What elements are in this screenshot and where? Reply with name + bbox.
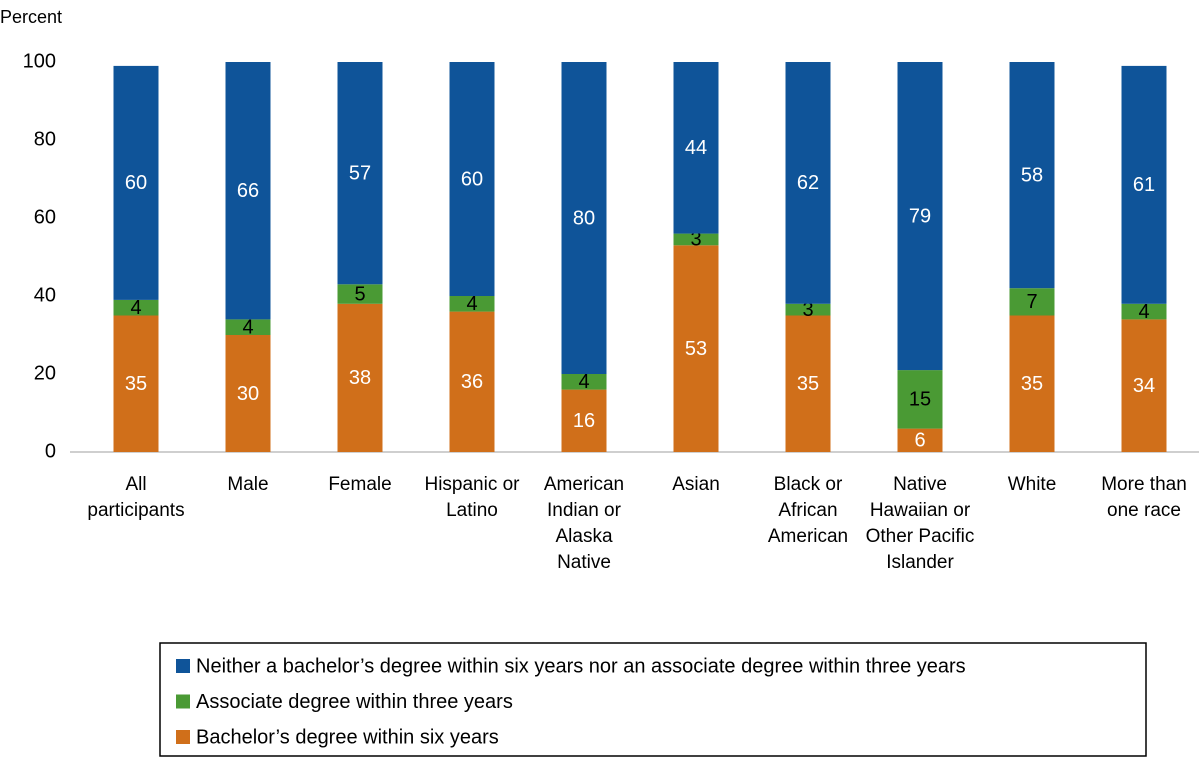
- legend-label: Neither a bachelor’s degree within six y…: [196, 655, 966, 677]
- data-label: 3: [802, 299, 813, 321]
- y-tick-label: 100: [23, 50, 56, 72]
- x-tick-label: Female: [328, 474, 392, 495]
- bar-segment: [673, 62, 719, 234]
- bar-segment: [449, 311, 495, 452]
- data-label: 35: [125, 373, 147, 395]
- data-label: 4: [1138, 301, 1149, 323]
- y-tick-label: 80: [34, 128, 56, 150]
- data-label: 4: [466, 293, 477, 315]
- x-tick-label: White: [1007, 474, 1057, 495]
- y-tick-label: 60: [34, 206, 56, 228]
- bar-segment: [897, 370, 943, 429]
- y-tick-label: 40: [34, 284, 56, 306]
- data-label: 58: [1021, 164, 1043, 186]
- bar-segment: [785, 303, 831, 316]
- bar-segment: [337, 62, 383, 285]
- data-label: 44: [685, 137, 707, 159]
- data-label: 66: [237, 180, 259, 202]
- bar-segment: [785, 62, 831, 304]
- data-label: 62: [797, 172, 819, 194]
- data-label: 6: [914, 430, 925, 452]
- legend-swatch: [176, 730, 190, 744]
- data-label: 80: [573, 207, 595, 229]
- data-label: 35: [1021, 373, 1043, 395]
- bar-segment: [1121, 319, 1167, 452]
- bar-segment: [785, 315, 831, 452]
- data-label: 34: [1133, 375, 1155, 397]
- data-label: 38: [349, 367, 371, 389]
- bar-segment: [337, 284, 383, 304]
- bar-segment: [1009, 288, 1055, 316]
- bar-segment: [337, 303, 383, 452]
- x-tick-label: Native Hawaiian or Other Pacific Islande…: [865, 474, 975, 573]
- x-tick-label: American Indian or Alaska Native: [543, 474, 625, 573]
- data-label: 16: [573, 410, 595, 432]
- legend-swatch: [176, 694, 190, 709]
- data-label: 4: [578, 371, 589, 393]
- bar-segment: [897, 428, 943, 452]
- x-tick-label: All participants: [87, 474, 185, 521]
- x-tick-label: Male: [227, 474, 269, 495]
- legend-label: Associate degree within three years: [196, 691, 513, 713]
- bar-segment: [225, 335, 271, 452]
- data-label: 15: [909, 389, 931, 411]
- legend-box: [159, 642, 1147, 757]
- bar-segment: [1121, 303, 1167, 320]
- data-label: 4: [130, 297, 141, 319]
- data-label: 3: [690, 229, 701, 251]
- bar-segment: [561, 62, 607, 374]
- data-label: 61: [1133, 174, 1155, 196]
- data-label: 7: [1026, 291, 1037, 313]
- bar-segment: [113, 65, 159, 300]
- bar-segment: [225, 319, 271, 335]
- bar-segment: [113, 299, 159, 316]
- data-label: 36: [461, 371, 483, 393]
- legend-swatch: [176, 659, 190, 673]
- data-label: 60: [125, 172, 147, 194]
- bar-segment: [1009, 62, 1055, 289]
- data-label: 5: [354, 283, 365, 305]
- bar-segment: [449, 296, 495, 312]
- y-axis-label: Percent: [0, 7, 62, 27]
- bar-segment: [673, 233, 719, 246]
- x-tick-label: More than one race: [1101, 474, 1187, 521]
- bar-segment: [225, 62, 271, 320]
- data-label: 79: [909, 205, 931, 227]
- data-label: 35: [797, 373, 819, 395]
- data-label: 30: [237, 383, 259, 405]
- bar-segment: [1121, 65, 1167, 304]
- x-tick-label: Black or African American: [767, 474, 849, 547]
- x-tick-label: Hispanic or Latino: [424, 474, 520, 521]
- data-label: 60: [461, 168, 483, 190]
- bar-segment: [113, 315, 159, 452]
- bar-segment: [1009, 315, 1055, 452]
- data-label: 53: [685, 338, 707, 360]
- bar-segment: [449, 62, 495, 296]
- data-label: 57: [349, 162, 371, 184]
- bar-segment: [673, 245, 719, 452]
- y-tick-label: 20: [34, 362, 56, 384]
- y-tick-label: 0: [45, 440, 56, 462]
- x-tick-label: Asian: [672, 474, 720, 495]
- bar-segment: [561, 389, 607, 452]
- legend-label: Bachelor’s degree within six years: [196, 726, 499, 748]
- data-label: 4: [242, 316, 253, 338]
- bar-segment: [897, 62, 943, 371]
- bar-segment: [561, 374, 607, 390]
